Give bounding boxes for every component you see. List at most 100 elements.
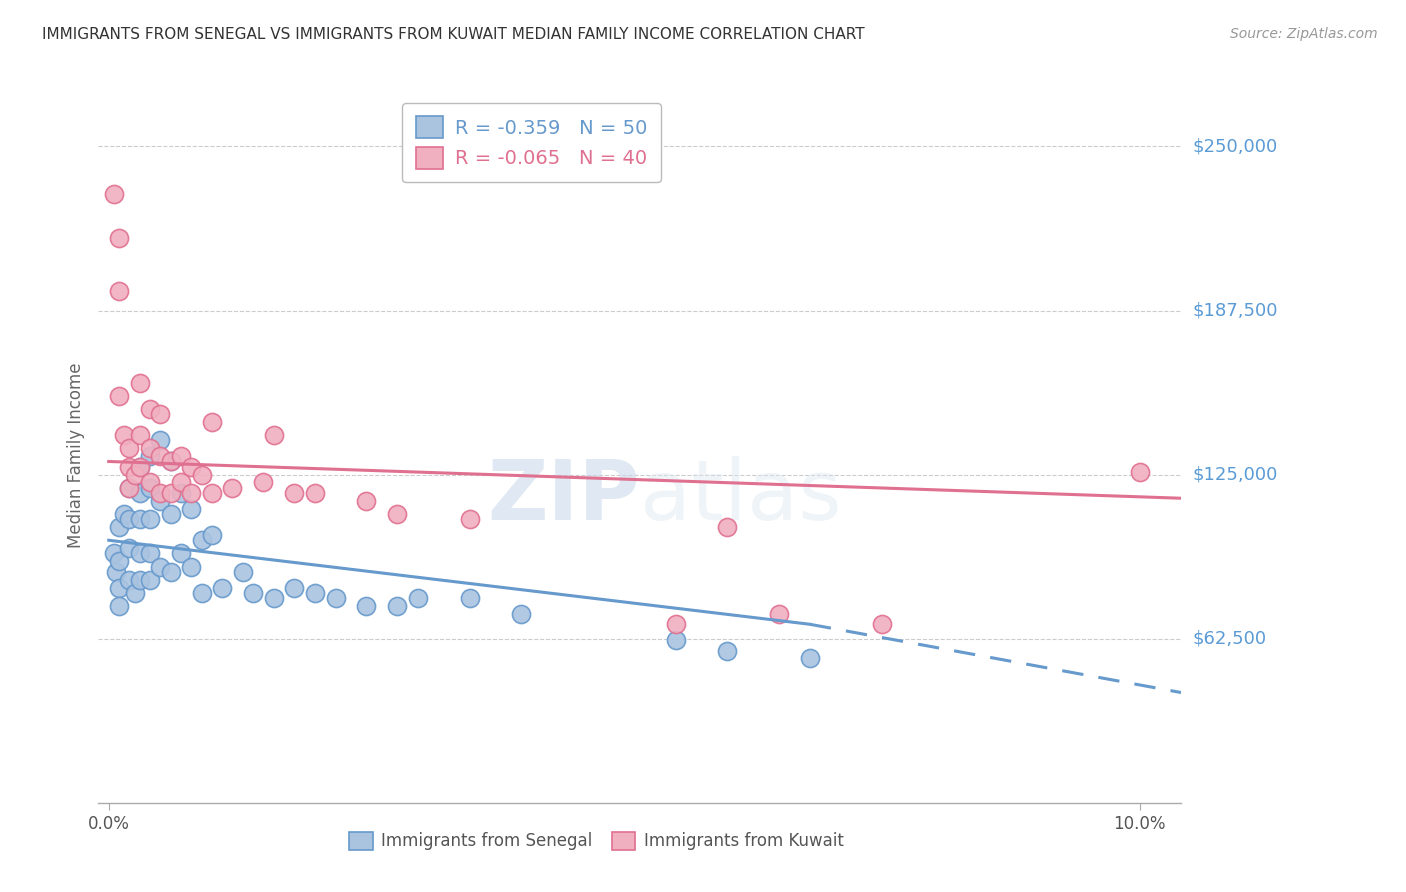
Point — [139, 401, 162, 416]
Point — [458, 591, 481, 605]
Point — [149, 559, 172, 574]
Point — [201, 415, 224, 429]
Point — [716, 643, 738, 657]
Text: $125,000: $125,000 — [1192, 466, 1278, 483]
Point — [149, 434, 172, 448]
Point — [304, 586, 326, 600]
Point — [170, 449, 193, 463]
Point — [211, 581, 233, 595]
Point — [180, 486, 202, 500]
Point — [232, 565, 254, 579]
Point — [112, 428, 135, 442]
Point — [799, 651, 821, 665]
Point — [139, 475, 162, 490]
Text: $187,500: $187,500 — [1192, 301, 1278, 319]
Point — [139, 546, 162, 560]
Point — [252, 475, 274, 490]
Point — [180, 501, 202, 516]
Point — [124, 467, 146, 482]
Point — [283, 486, 305, 500]
Point — [458, 512, 481, 526]
Point — [139, 449, 162, 463]
Point — [221, 481, 243, 495]
Point — [201, 486, 224, 500]
Point — [108, 599, 131, 613]
Text: IMMIGRANTS FROM SENEGAL VS IMMIGRANTS FROM KUWAIT MEDIAN FAMILY INCOME CORRELATI: IMMIGRANTS FROM SENEGAL VS IMMIGRANTS FR… — [42, 27, 865, 42]
Point — [108, 231, 131, 245]
Point — [128, 459, 150, 474]
Point — [118, 481, 141, 495]
Point — [103, 546, 125, 560]
Point — [387, 507, 409, 521]
Legend: Immigrants from Senegal, Immigrants from Kuwait: Immigrants from Senegal, Immigrants from… — [343, 825, 851, 857]
Point — [118, 442, 141, 456]
Point — [159, 565, 181, 579]
Point — [242, 586, 264, 600]
Point — [180, 559, 202, 574]
Text: $62,500: $62,500 — [1192, 630, 1267, 648]
Point — [665, 617, 688, 632]
Point — [1129, 465, 1152, 479]
Point — [108, 581, 131, 595]
Point — [263, 591, 285, 605]
Point — [118, 481, 141, 495]
Point — [108, 554, 131, 568]
Point — [406, 591, 429, 605]
Point — [124, 586, 146, 600]
Point — [356, 599, 378, 613]
Point — [387, 599, 409, 613]
Point — [510, 607, 533, 621]
Point — [128, 428, 150, 442]
Text: $250,000: $250,000 — [1192, 137, 1278, 155]
Text: ZIP: ZIP — [488, 456, 640, 537]
Point — [665, 633, 688, 648]
Point — [201, 528, 224, 542]
Point — [128, 546, 150, 560]
Point — [108, 284, 131, 298]
Point — [139, 442, 162, 456]
Point — [190, 586, 212, 600]
Point — [190, 533, 212, 548]
Point — [128, 512, 150, 526]
Point — [149, 407, 172, 421]
Point — [170, 486, 193, 500]
Point — [283, 581, 305, 595]
Y-axis label: Median Family Income: Median Family Income — [66, 362, 84, 548]
Point — [149, 494, 172, 508]
Point — [128, 486, 150, 500]
Point — [104, 565, 127, 579]
Point — [304, 486, 326, 500]
Point — [149, 486, 172, 500]
Point — [112, 507, 135, 521]
Point — [149, 449, 172, 463]
Point — [768, 607, 790, 621]
Point — [118, 459, 141, 474]
Point — [139, 512, 162, 526]
Point — [128, 376, 150, 390]
Point — [180, 459, 202, 474]
Point — [139, 573, 162, 587]
Point — [870, 617, 893, 632]
Point — [108, 389, 131, 403]
Point — [118, 512, 141, 526]
Point — [159, 507, 181, 521]
Point — [190, 467, 212, 482]
Point — [128, 459, 150, 474]
Point — [159, 454, 181, 468]
Point — [118, 541, 141, 555]
Point — [356, 494, 378, 508]
Point — [170, 475, 193, 490]
Point — [108, 520, 131, 534]
Text: atlas: atlas — [640, 456, 841, 537]
Point — [716, 520, 738, 534]
Point — [118, 573, 141, 587]
Point — [159, 454, 181, 468]
Point — [325, 591, 347, 605]
Point — [170, 546, 193, 560]
Point — [159, 486, 181, 500]
Point — [263, 428, 285, 442]
Point — [139, 481, 162, 495]
Text: Source: ZipAtlas.com: Source: ZipAtlas.com — [1230, 27, 1378, 41]
Point — [103, 186, 125, 201]
Point — [128, 573, 150, 587]
